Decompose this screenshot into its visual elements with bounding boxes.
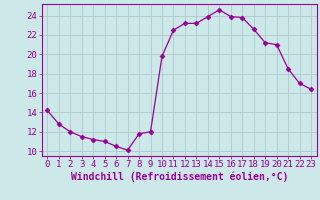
- X-axis label: Windchill (Refroidissement éolien,°C): Windchill (Refroidissement éolien,°C): [70, 172, 288, 182]
